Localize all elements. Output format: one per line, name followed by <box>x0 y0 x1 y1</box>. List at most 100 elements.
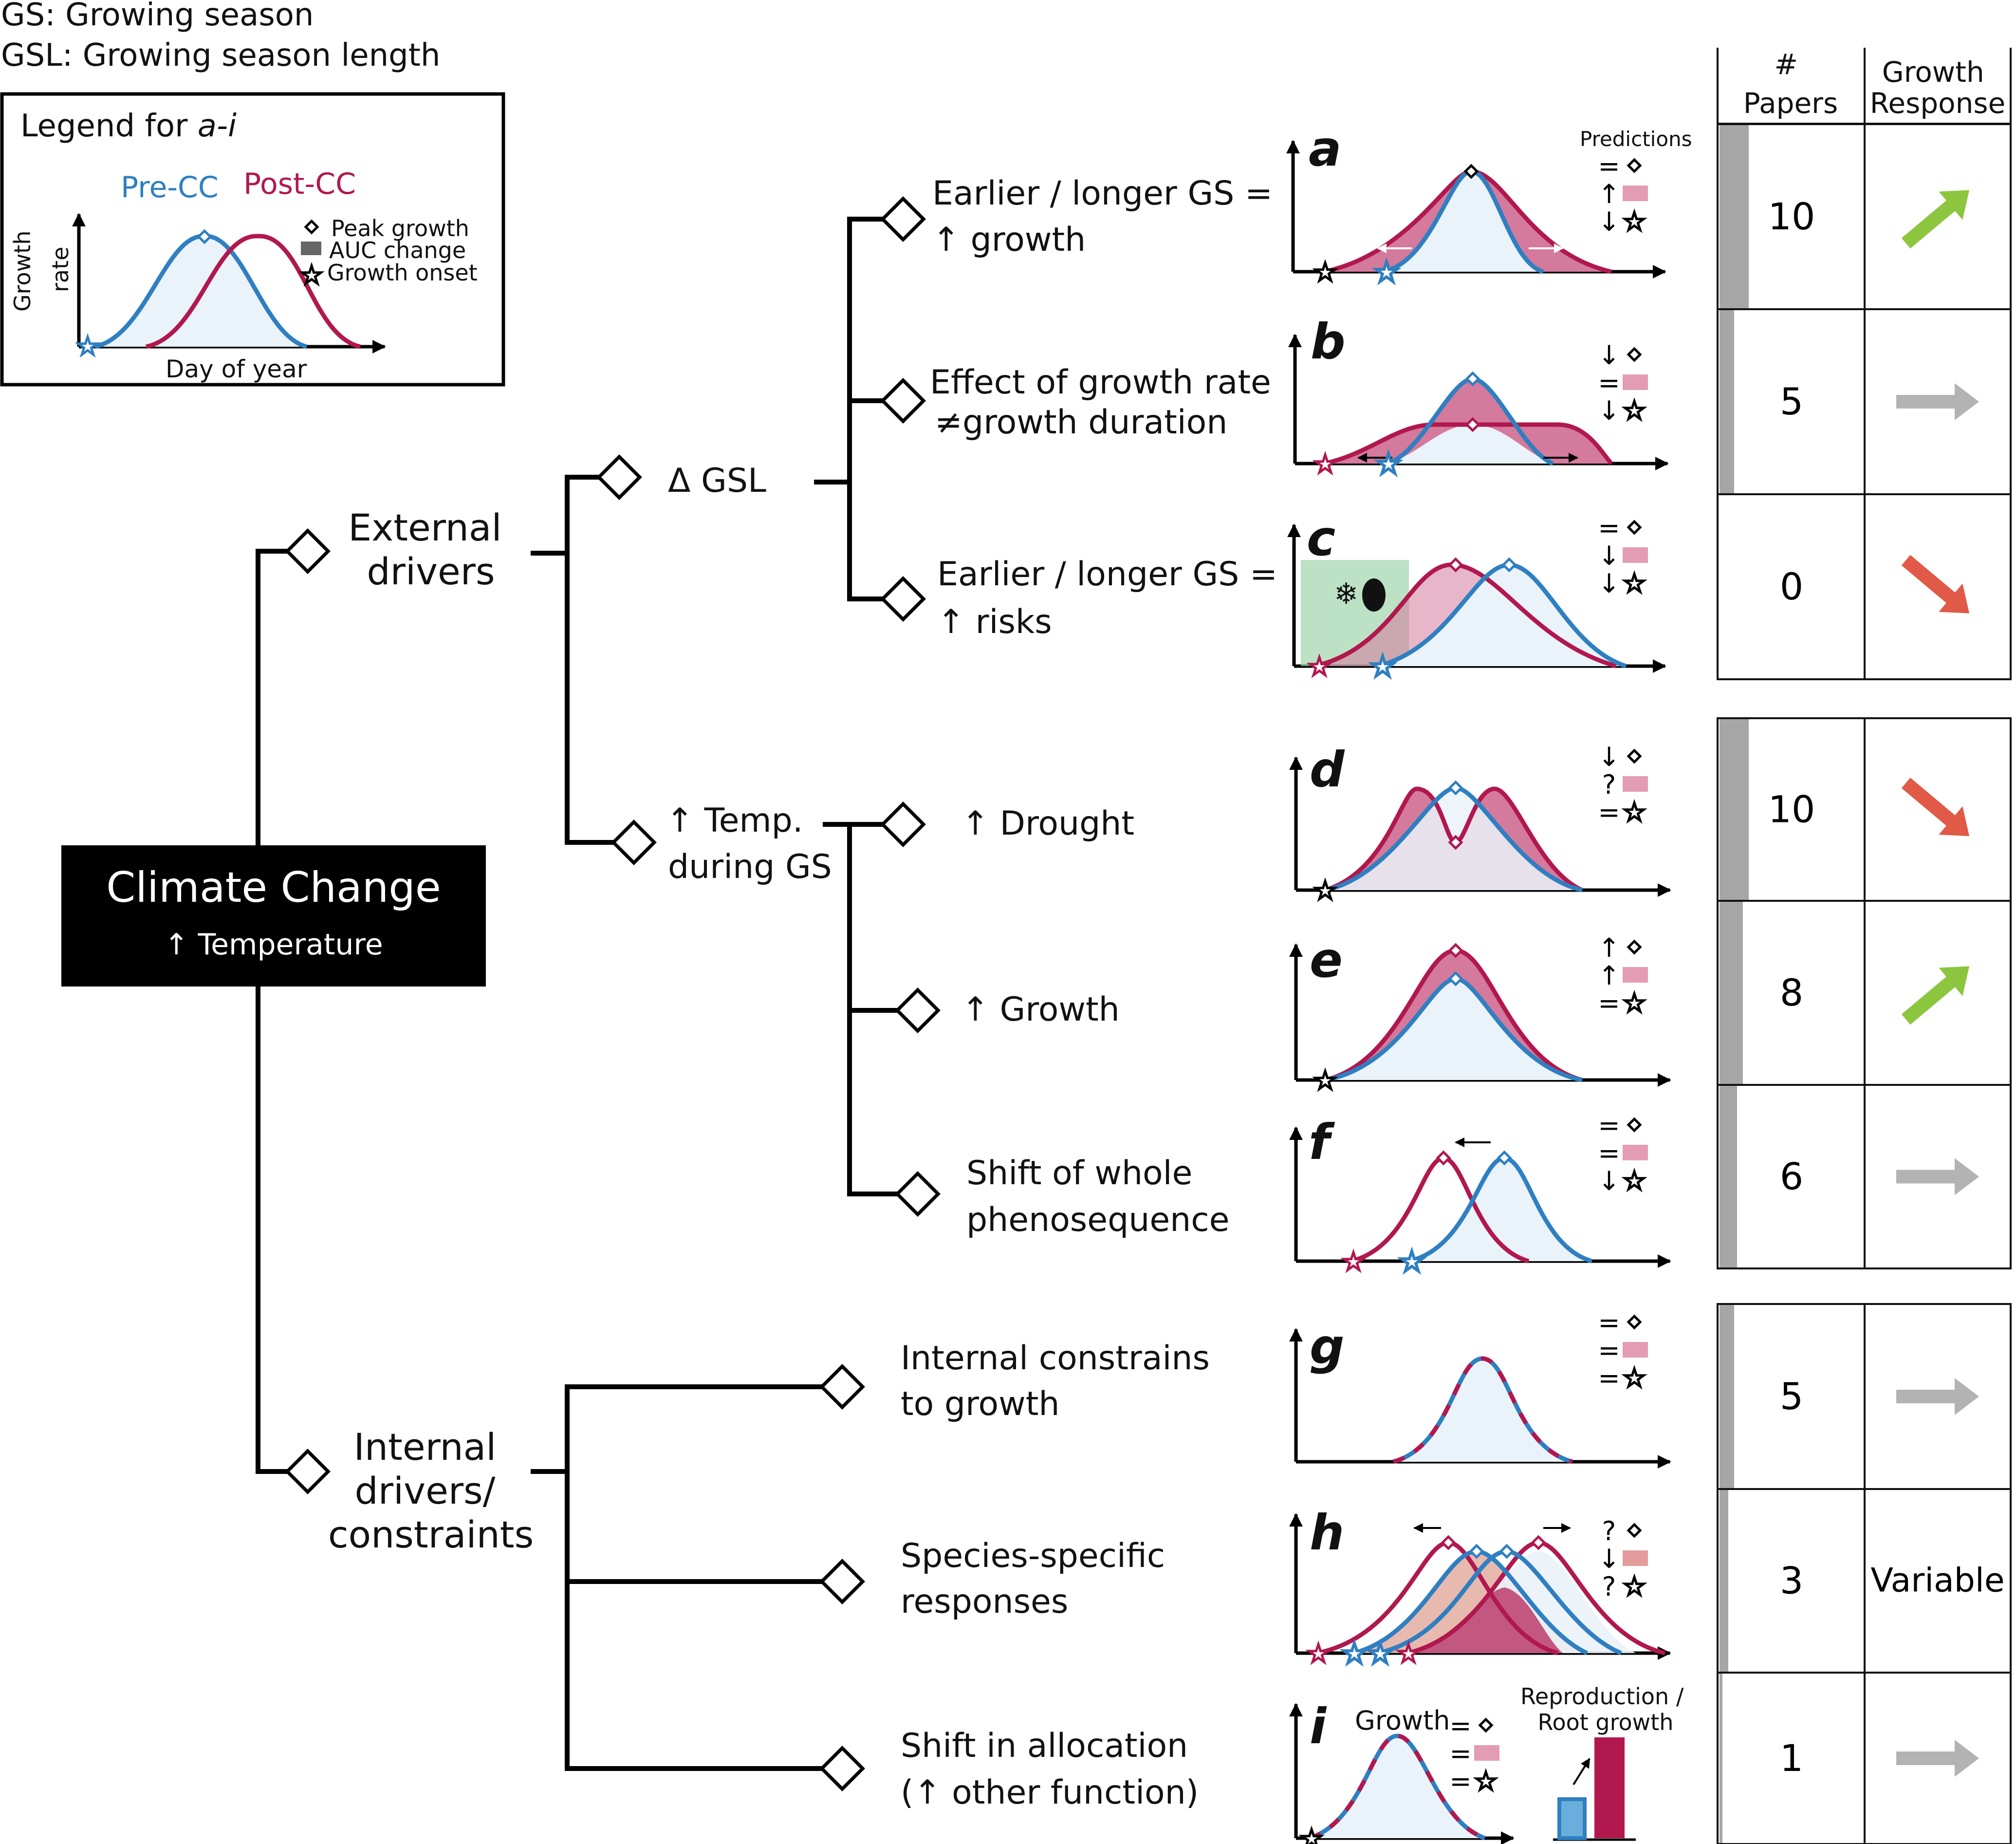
onset-star-icon: ★ <box>1624 570 1646 597</box>
table-row: 5 <box>1718 310 2011 495</box>
header-papers: # Papers <box>1743 48 1838 120</box>
prediction-c: =↓↓ ★ <box>1598 513 1648 599</box>
papers-count: 3 <box>1780 1559 1803 1602</box>
peak-diamond-icon <box>1627 1523 1642 1538</box>
svg-text:★: ★ <box>77 333 99 360</box>
table-row: 10 <box>1718 125 2011 310</box>
prediction-sign: ↓ <box>1598 1544 1620 1574</box>
svg-text:g: g <box>1310 1318 1345 1375</box>
header-growth-response: Growth Response <box>1870 56 2006 120</box>
peak-diamond-icon <box>1627 158 1642 173</box>
gs-definition: GS: Growing season <box>1 0 314 33</box>
prediction-sign: ↓ <box>1598 1166 1620 1196</box>
papers-bar <box>1720 1086 1737 1267</box>
svg-text:Predictions: Predictions <box>1580 127 1692 151</box>
node-h-label: Species-specific responses <box>901 1537 1176 1621</box>
peak-diamond-icon <box>1478 1717 1494 1733</box>
panel-a: a ★ ★ Predictions <box>1286 120 1692 289</box>
arrow-flat-icon <box>1896 1740 1979 1777</box>
papers-bar <box>1720 1674 1722 1843</box>
svg-text:★: ★ <box>1301 1825 1323 1844</box>
svg-text:h: h <box>1310 1504 1344 1561</box>
papers-count: 1 <box>1780 1736 1803 1780</box>
node-g-label: Internal constrains to growth <box>901 1339 1221 1423</box>
auc-square-icon <box>1623 186 1648 201</box>
prediction-sign: = <box>1598 1110 1620 1141</box>
prediction-sign: = <box>1449 1711 1471 1741</box>
svg-text:★: ★ <box>1308 1640 1330 1667</box>
node-external-drivers: External drivers <box>348 506 514 593</box>
node-f-label: Shift of whole phenosequence <box>966 1154 1229 1239</box>
table-row: 8 <box>1718 902 2011 1086</box>
prediction-sign: ? <box>1602 1571 1616 1602</box>
svg-text:Growth: Growth <box>1355 1705 1450 1736</box>
prediction-sign: ↓ <box>1598 568 1620 599</box>
panel-g: g <box>1289 1318 1671 1469</box>
panel-i: i ★ Growth Reproduction / Root growth <box>1289 1683 1684 1844</box>
prediction-sign: = <box>1598 988 1620 1019</box>
auc-square-icon <box>301 242 321 255</box>
svg-text:❄: ❄ <box>1334 577 1358 610</box>
auc-square-icon <box>1623 374 1648 390</box>
onset-star-icon: ★ <box>1624 208 1646 235</box>
arrow-up-icon <box>1901 190 1970 249</box>
prediction-b: ↓=↓ ★ <box>1598 340 1648 426</box>
prediction-sign: = <box>1598 1363 1620 1394</box>
svg-text:★: ★ <box>1374 257 1399 287</box>
svg-text:★: ★ <box>1343 1248 1365 1275</box>
node-delta-gsl: Δ GSL <box>668 462 766 500</box>
svg-text:★: ★ <box>1314 1067 1336 1094</box>
svg-text:★: ★ <box>1400 1246 1424 1277</box>
node-a-label: Earlier / longer GS = ↑ growth <box>932 174 1283 259</box>
auc-square-icon <box>1623 1342 1648 1358</box>
root-node: Climate Change ↑ Temperature <box>61 845 486 987</box>
panel-h: h ★ ★ ★ ★ <box>1289 1504 1671 1670</box>
prediction-sign: = <box>1449 1766 1471 1797</box>
gsl-definition: GSL: Growing season length <box>1 37 440 74</box>
peak-diamond-icon <box>1627 748 1642 764</box>
arrow-down-icon <box>1901 778 1970 837</box>
prediction-sign: ↑ <box>1598 932 1620 963</box>
papers-count: 5 <box>1780 1375 1803 1418</box>
svg-text:e: e <box>1310 931 1343 988</box>
arrow-flat-icon <box>1896 1378 1979 1415</box>
svg-text:c: c <box>1307 510 1335 567</box>
svg-text:★: ★ <box>1314 877 1336 904</box>
onset-star-icon: ★ <box>1624 799 1646 826</box>
prediction-f: ==↓ ★ <box>1598 1110 1648 1196</box>
svg-text:a: a <box>1309 120 1341 177</box>
node-internal-drivers: Internal drivers/ constraints <box>328 1425 534 1556</box>
svg-text:b: b <box>1311 313 1346 370</box>
tree-labels: External drivers Internal drivers/ const… <box>328 174 1283 1812</box>
auc-square-icon <box>1623 1550 1648 1566</box>
table-row: 1 <box>1718 1674 2011 1844</box>
prediction-sign: = <box>1598 1138 1620 1169</box>
prediction-sign: ↑ <box>1598 960 1620 991</box>
node-d-label: ↑ Drought <box>962 804 1134 843</box>
svg-text:★: ★ <box>1376 448 1401 479</box>
panel-e: e ★ <box>1289 931 1671 1096</box>
onset-star-icon: ★ <box>1624 1167 1646 1194</box>
prediction-e: ↑↑= ★ <box>1598 932 1648 1019</box>
legend-growth-onset: Growth onset <box>327 260 478 286</box>
auc-square-icon <box>1623 1145 1648 1160</box>
root-title: Climate Change <box>106 863 441 912</box>
peak-diamond-icon <box>304 219 319 235</box>
node-i-label: Shift in allocation (↑ other function) <box>901 1727 1199 1812</box>
onset-star-icon: ★ <box>1475 1768 1497 1795</box>
legend-title: Legend for a-i <box>20 108 237 144</box>
legend-ylabel-growth: Growth <box>9 230 36 312</box>
svg-text:★: ★ <box>1398 1640 1420 1667</box>
peak-diamond-icon <box>1627 1117 1642 1133</box>
svg-text:★: ★ <box>1342 1638 1367 1669</box>
panel-b: b ★ ★ <box>1288 313 1669 481</box>
peak-diamond-icon <box>1627 520 1642 535</box>
auc-square-icon <box>1623 776 1648 792</box>
prediction-sign: = <box>1598 1335 1620 1366</box>
prediction-sign: = <box>1598 1307 1620 1338</box>
peak-diamond-icon <box>1627 1314 1642 1330</box>
legend-peak-growth: Peak growth <box>331 215 469 242</box>
legend-ylabel-rate: rate <box>47 247 74 292</box>
prediction-sign: = <box>1598 797 1620 828</box>
prediction-sign: = <box>1449 1738 1471 1769</box>
